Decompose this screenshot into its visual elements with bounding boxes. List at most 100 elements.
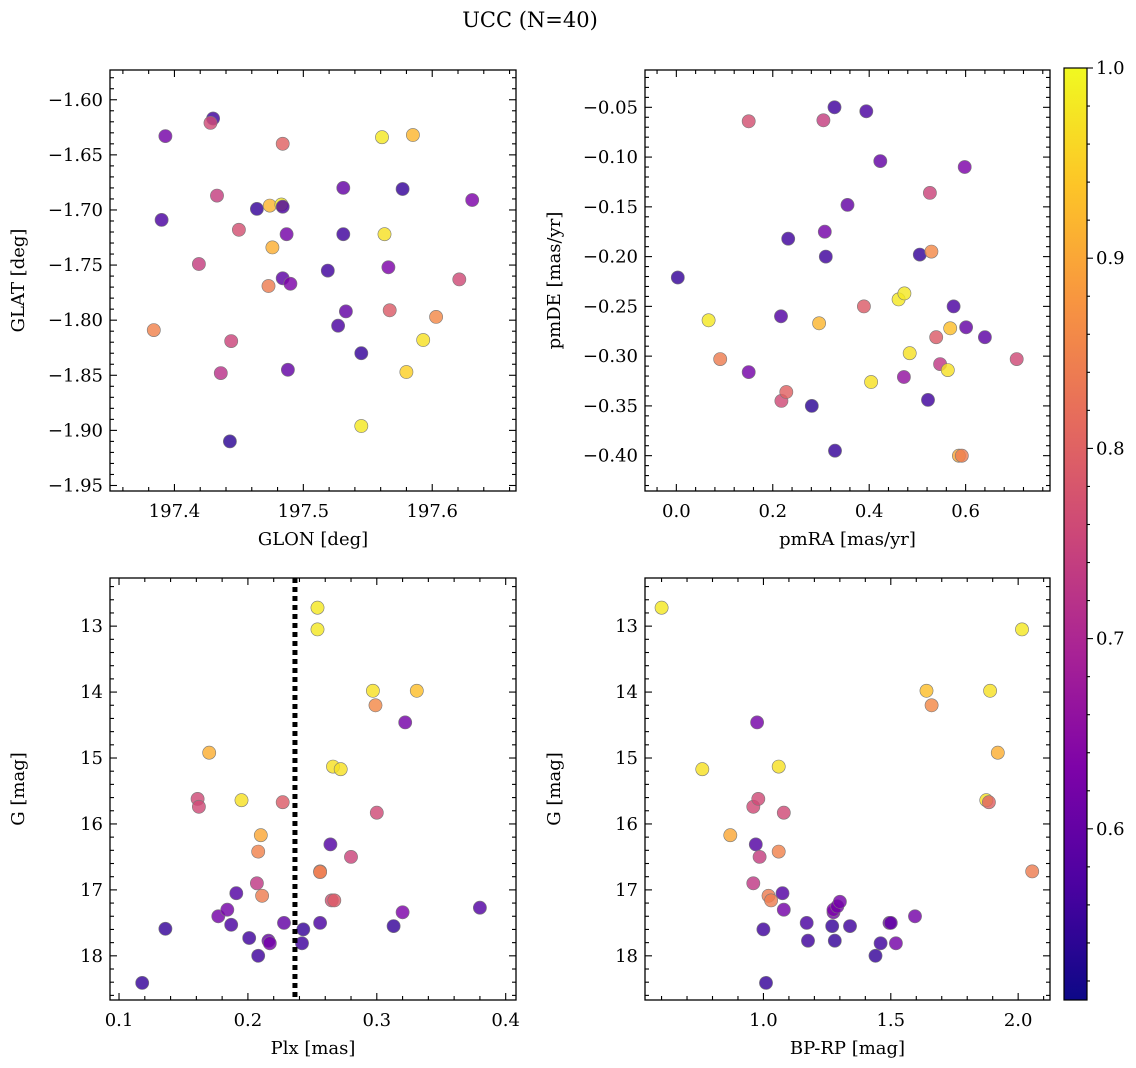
colorbar-tick-label: 0.8: [1096, 438, 1125, 459]
colorbar-tick-label: 0.9: [1096, 248, 1125, 269]
panels: 197.4 197.5 197.6 −1.95 −1.90 −1.85 −1.80 −1.75…: [8, 69, 1051, 1059]
data-point: [982, 795, 996, 810]
y-axis-label: G [mag]: [8, 752, 29, 825]
data-point: [756, 922, 771, 937]
data-point: [249, 201, 264, 216]
data-point: [231, 222, 246, 237]
data-point: [242, 931, 257, 945]
x-tick-label: 1.5: [876, 1010, 905, 1031]
data-point: [752, 850, 767, 864]
x-tick-label: 0.6: [951, 501, 980, 522]
points-panel-2: [670, 100, 1024, 463]
data-point: [377, 227, 392, 242]
data-point: [275, 136, 290, 151]
data-point: [261, 279, 276, 293]
data-point: [395, 182, 410, 196]
data-point: [897, 370, 911, 384]
data-point: [472, 900, 487, 915]
data-point: [191, 257, 206, 271]
y-tick-label: −1.80: [48, 310, 103, 331]
data-point: [344, 850, 358, 864]
x-tick-label: 0.2: [758, 501, 787, 522]
data-point: [277, 916, 291, 930]
points-panel-3: [135, 600, 487, 990]
y-tick-label: 13: [615, 616, 638, 637]
data-point: [816, 113, 831, 128]
data-point: [978, 330, 992, 345]
data-point: [779, 385, 794, 399]
data-point: [695, 762, 710, 777]
y-tick-label: 17: [80, 880, 103, 901]
data-point: [946, 299, 961, 314]
data-point: [864, 375, 878, 389]
data-point: [409, 683, 424, 698]
data-point: [331, 318, 345, 333]
points-panel-1: [146, 111, 480, 449]
x-axis-label: Plx [mas]: [271, 1038, 356, 1059]
data-point: [827, 100, 842, 115]
points-panel-4: [654, 600, 1040, 990]
data-point: [253, 828, 268, 843]
panel-2: 0.0 0.2 0.4 0.6 −0.40 −0.35 −0.30 −0.25 −0.20 −0.…: [544, 69, 1051, 550]
y-tick-label: −0.25: [583, 296, 638, 317]
data-point: [818, 249, 833, 264]
y-tick-label: −1.90: [48, 420, 103, 441]
data-point: [375, 130, 389, 145]
y-tick-label: −0.35: [583, 396, 638, 417]
x-axis-label: BP-RP [mag]: [790, 1038, 905, 1059]
axes-frame: [109, 69, 517, 492]
data-point: [323, 837, 338, 852]
data-point: [310, 600, 325, 615]
data-point: [249, 876, 264, 891]
data-point: [154, 212, 169, 227]
data-point: [902, 346, 917, 361]
y-tick-label: 15: [615, 748, 638, 769]
data-point: [833, 894, 847, 909]
data-point: [381, 260, 396, 275]
data-point: [203, 116, 218, 130]
data-point: [776, 805, 791, 820]
data-point: [416, 333, 431, 347]
data-point: [338, 304, 353, 319]
y-tick-label: −0.30: [583, 346, 638, 367]
y-tick-label: −0.40: [583, 446, 638, 467]
data-point: [741, 365, 756, 379]
colorbar-gradient: [1063, 67, 1088, 1001]
data-point: [452, 272, 467, 287]
y-tick-label: −1.65: [48, 145, 103, 166]
x-tick-label: 0.4: [855, 501, 884, 522]
data-point: [723, 828, 738, 843]
x-axis-label: pmRA [mas/yr]: [779, 529, 916, 550]
data-point: [943, 321, 958, 336]
data-point: [224, 917, 239, 932]
data-point: [825, 919, 840, 933]
y-tick-label: 14: [80, 682, 103, 703]
axes-frame: [644, 69, 1051, 492]
x-tick-label: 197.5: [278, 501, 330, 522]
y-tick-label: −1.70: [48, 200, 103, 221]
data-point: [940, 363, 955, 377]
data-point: [957, 160, 972, 174]
y-tick-label: −1.75: [48, 255, 103, 276]
data-point: [327, 893, 342, 908]
data-point: [775, 886, 790, 901]
data-point: [983, 683, 997, 698]
data-point: [158, 921, 173, 936]
data-point: [776, 902, 791, 917]
data-point: [224, 334, 239, 348]
data-point: [369, 805, 384, 820]
data-point: [959, 320, 973, 335]
y-tick-label: 18: [80, 946, 103, 967]
data-point: [283, 276, 298, 291]
data-point: [889, 936, 903, 951]
x-axis-label: GLON [deg]: [258, 529, 368, 550]
data-point: [868, 948, 883, 963]
data-point: [310, 622, 325, 637]
data-point: [827, 933, 842, 948]
data-point: [191, 799, 206, 814]
data-point: [210, 188, 224, 203]
data-point: [801, 933, 815, 948]
y-tick-label: −1.85: [48, 365, 103, 386]
axes-frame: [109, 577, 517, 1001]
figure-title: UCC (N=40): [462, 8, 598, 32]
